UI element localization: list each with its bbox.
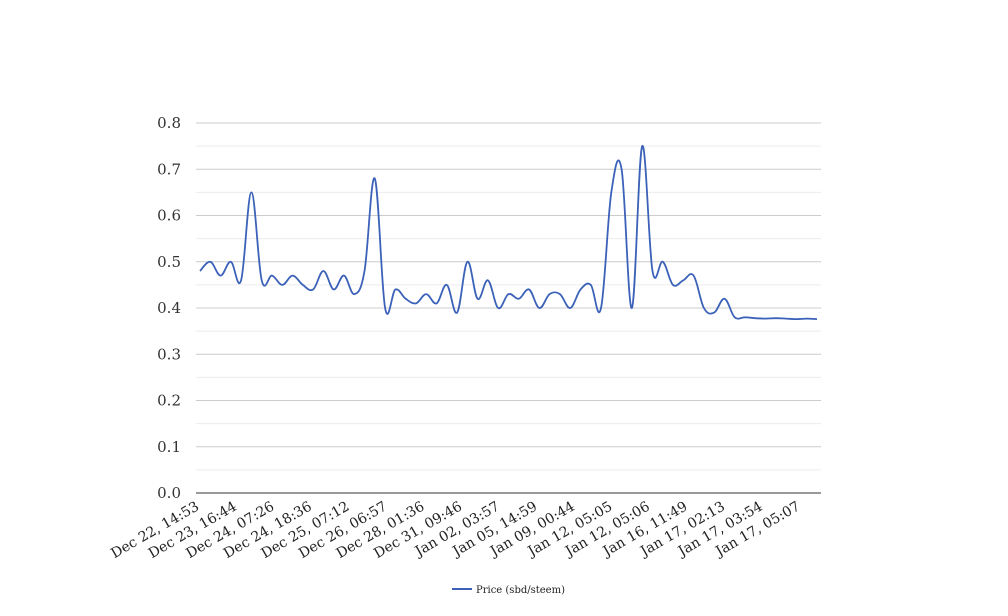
y-tick-label: 0.6 xyxy=(157,207,181,225)
y-tick-label: 0.2 xyxy=(157,392,181,410)
y-tick-label: 0.5 xyxy=(157,253,181,271)
y-tick-label: 0.8 xyxy=(157,114,181,132)
y-tick-label: 0.3 xyxy=(157,345,181,363)
y-tick-label: 0.0 xyxy=(157,484,181,502)
series-layer xyxy=(199,145,818,321)
y-tick-label: 0.7 xyxy=(157,160,181,178)
series-line-price xyxy=(199,145,818,321)
legend-label: Price (sbd/steem) xyxy=(476,585,565,596)
y-tick-label: 0.4 xyxy=(157,299,181,317)
legend: Price (sbd/steem) xyxy=(452,585,565,596)
gridlines xyxy=(196,122,821,471)
y-tick-label: 0.1 xyxy=(157,438,181,456)
y-axis-ticks: 0.0 0.1 0.2 0.3 0.4 0.5 0.6 0.7 0.8 xyxy=(157,114,181,502)
